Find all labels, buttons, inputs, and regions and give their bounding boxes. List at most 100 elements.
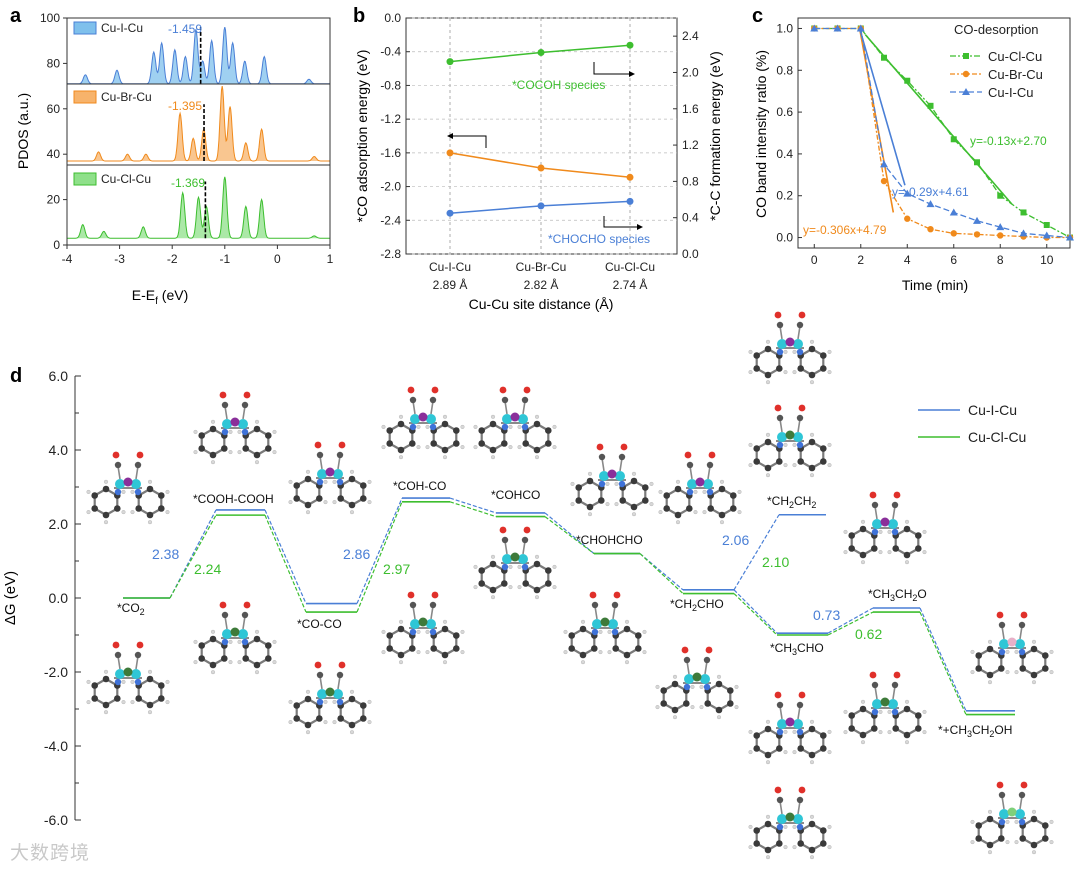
oxygen-atom bbox=[499, 526, 507, 534]
hydrogen-atom bbox=[570, 481, 575, 486]
ring-right bbox=[792, 339, 832, 385]
y-tick-label-a: 100 bbox=[40, 11, 60, 25]
hydrogen-atom bbox=[255, 419, 260, 424]
hydrogen-atom bbox=[86, 679, 91, 684]
copper-atom bbox=[700, 674, 710, 684]
nitrogen-atom bbox=[611, 628, 619, 636]
adsorbate-carbon bbox=[611, 601, 619, 609]
hydrogen-atom bbox=[473, 424, 478, 429]
hydrogen-atom bbox=[1014, 670, 1019, 675]
nitrogen-atom bbox=[409, 628, 417, 636]
hydrogen-atom bbox=[535, 455, 540, 460]
hydrogen-atom bbox=[1032, 809, 1037, 814]
adsorbate-carbon bbox=[409, 396, 417, 404]
carbon-atom bbox=[545, 567, 552, 574]
carbon-atom bbox=[674, 511, 682, 519]
step-label-chohcho: *CHOHCHO bbox=[576, 533, 643, 547]
panel-c-ylabel: CO band intensity ratio (%) bbox=[753, 50, 769, 218]
carbon-atom bbox=[1042, 835, 1049, 842]
hydrogen-atom bbox=[827, 463, 832, 468]
hydrogen-atom bbox=[130, 700, 135, 705]
nitrogen-atom bbox=[241, 428, 249, 436]
hydrogen-atom bbox=[508, 445, 513, 450]
point-c-cu-cl-cu bbox=[997, 192, 1004, 199]
y-tick-label-d: -6.0 bbox=[44, 812, 68, 828]
nitrogen-atom bbox=[409, 423, 417, 431]
hydrogen-atom bbox=[748, 750, 753, 755]
hydrogen-atom bbox=[491, 554, 496, 559]
y-tick-label-a: 60 bbox=[47, 102, 61, 116]
hydrogen-atom bbox=[508, 585, 513, 590]
tick-distance-1: 2.89 Å bbox=[433, 277, 468, 292]
carbon-atom bbox=[727, 687, 734, 694]
copper-atom bbox=[888, 519, 898, 529]
hydrogen-atom bbox=[1032, 639, 1037, 644]
carbon-atom bbox=[630, 503, 638, 511]
hydrogen-atom bbox=[517, 424, 522, 429]
hydrogen-atom bbox=[970, 649, 975, 654]
carbon-atom bbox=[642, 497, 649, 504]
copper-atom bbox=[410, 619, 420, 629]
carbon-atom bbox=[1030, 841, 1038, 849]
copper-atom bbox=[410, 414, 420, 424]
carbon-atom bbox=[441, 625, 449, 633]
carbon-atom bbox=[730, 505, 737, 512]
carbon-atom bbox=[489, 560, 497, 568]
hydrogen-atom bbox=[552, 445, 557, 450]
hydrogen-atom bbox=[416, 445, 421, 450]
hydrogen-atom bbox=[367, 720, 372, 725]
carbon-atom bbox=[441, 446, 449, 454]
hydrogen-atom bbox=[288, 479, 293, 484]
hydrogen-atom bbox=[425, 650, 430, 655]
hydrogen-atom bbox=[970, 819, 975, 824]
oxygen-atom bbox=[613, 591, 621, 599]
carbon-atom bbox=[859, 551, 867, 559]
hydrogen-atom bbox=[1005, 819, 1010, 824]
carbon-atom bbox=[242, 445, 249, 452]
hydrogen-atom bbox=[255, 629, 260, 634]
fit-line-cu-i-cu bbox=[858, 28, 906, 186]
step-label-ch2ch2: *CH2CH2 bbox=[767, 494, 816, 510]
hydrogen-atom bbox=[508, 424, 513, 429]
point-c-cu-i-cu bbox=[926, 200, 935, 208]
fit-line-cu-cl-cu bbox=[864, 34, 1013, 205]
carbon-atom bbox=[753, 732, 760, 739]
carbon-atom bbox=[397, 446, 405, 454]
y-tick-label-c: 0.4 bbox=[776, 147, 793, 161]
hydrogen-atom bbox=[323, 720, 328, 725]
carbon-atom bbox=[1042, 652, 1049, 659]
step-label-co-co: *CO-CO bbox=[297, 617, 342, 631]
barrier-i-3: 2.06 bbox=[722, 532, 749, 548]
nitrogen-atom bbox=[796, 728, 804, 736]
halogen-atom bbox=[230, 417, 240, 427]
oxygen-atom bbox=[243, 391, 251, 399]
carbon-atom bbox=[630, 477, 638, 485]
ring-left bbox=[748, 339, 788, 385]
y-tick-label-right-b: 0.8 bbox=[682, 174, 699, 188]
adsorbate-carbon bbox=[776, 414, 784, 422]
point-c-cu-cl-cu bbox=[927, 102, 934, 109]
hydrogen-atom bbox=[332, 699, 337, 704]
carbon-atom bbox=[642, 484, 649, 491]
oxygen-atom bbox=[338, 661, 346, 669]
hydrogen-atom bbox=[748, 729, 753, 734]
carbon-atom bbox=[293, 702, 300, 709]
x-tick-label-a: 1 bbox=[327, 252, 334, 266]
carbon-atom bbox=[619, 497, 626, 504]
adsorbate-carbon bbox=[429, 396, 437, 404]
carbon-atom bbox=[158, 682, 165, 689]
point-c-cu-i-cu bbox=[810, 24, 819, 32]
hydrogen-atom bbox=[165, 700, 170, 705]
carbon-atom bbox=[478, 427, 485, 434]
x-tick-label-c: 6 bbox=[950, 253, 957, 267]
connector-cu-cl-cu bbox=[356, 501, 403, 613]
y-tick-label-c: 1.0 bbox=[776, 21, 793, 35]
carbon-atom bbox=[663, 505, 670, 512]
hydrogen-atom bbox=[878, 709, 883, 714]
copper-atom bbox=[599, 471, 609, 481]
hydrogen-atom bbox=[1049, 840, 1054, 845]
nitrogen-atom bbox=[871, 528, 879, 536]
copper-atom bbox=[426, 619, 436, 629]
carbon-atom bbox=[293, 482, 300, 489]
panel-c-legend-title: CO-desorption bbox=[954, 22, 1039, 37]
